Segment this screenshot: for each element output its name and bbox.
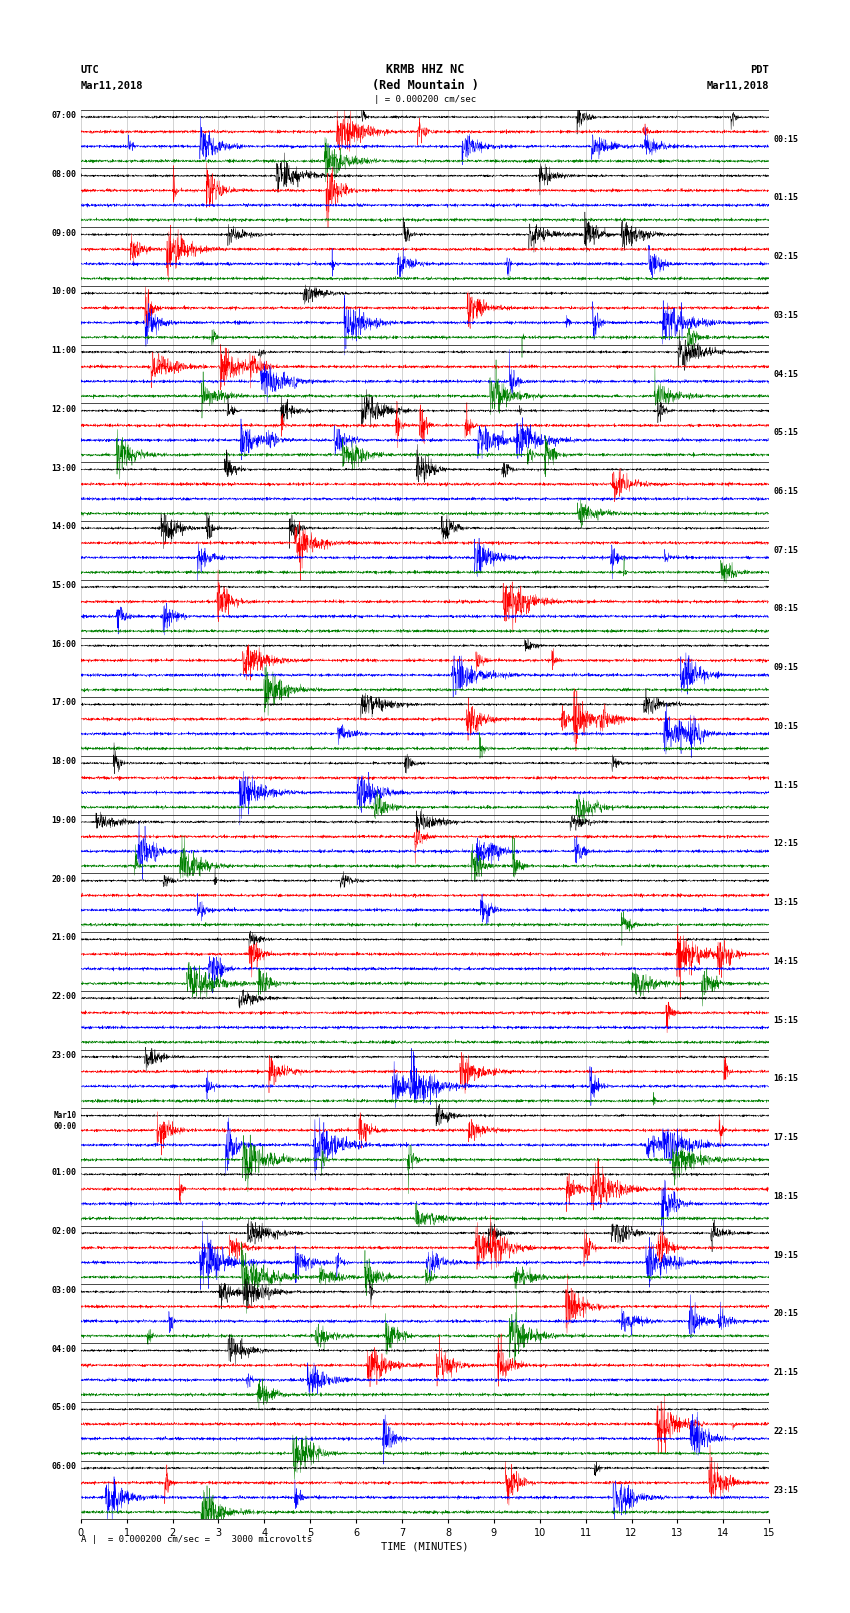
Text: 02:00: 02:00: [52, 1227, 76, 1236]
Text: 08:00: 08:00: [52, 169, 76, 179]
Text: Mar11,2018: Mar11,2018: [81, 81, 144, 90]
X-axis label: TIME (MINUTES): TIME (MINUTES): [382, 1542, 468, 1552]
Text: | = 0.000200 cm/sec: | = 0.000200 cm/sec: [374, 95, 476, 105]
Text: 00:15: 00:15: [774, 134, 798, 144]
Text: 09:15: 09:15: [774, 663, 798, 673]
Text: 23:15: 23:15: [774, 1486, 798, 1495]
Text: 20:00: 20:00: [52, 874, 76, 884]
Text: 21:15: 21:15: [774, 1368, 798, 1378]
Text: UTC: UTC: [81, 65, 99, 74]
Text: 15:15: 15:15: [774, 1016, 798, 1024]
Text: Mar10: Mar10: [54, 1111, 76, 1119]
Text: 04:15: 04:15: [774, 369, 798, 379]
Text: 18:15: 18:15: [774, 1192, 798, 1200]
Text: (Red Mountain ): (Red Mountain ): [371, 79, 479, 92]
Text: 12:00: 12:00: [52, 405, 76, 415]
Text: 05:00: 05:00: [52, 1403, 76, 1413]
Text: 07:15: 07:15: [774, 545, 798, 555]
Text: 06:15: 06:15: [774, 487, 798, 495]
Text: 09:00: 09:00: [52, 229, 76, 237]
Text: 17:00: 17:00: [52, 698, 76, 708]
Text: 13:15: 13:15: [774, 898, 798, 907]
Text: 23:00: 23:00: [52, 1052, 76, 1060]
Text: Mar11,2018: Mar11,2018: [706, 81, 769, 90]
Text: 08:15: 08:15: [774, 605, 798, 613]
Text: 07:00: 07:00: [52, 111, 76, 119]
Text: 16:15: 16:15: [774, 1074, 798, 1084]
Text: 05:15: 05:15: [774, 429, 798, 437]
Text: 13:00: 13:00: [52, 463, 76, 473]
Text: 03:15: 03:15: [774, 311, 798, 319]
Text: 19:00: 19:00: [52, 816, 76, 824]
Text: 18:00: 18:00: [52, 756, 76, 766]
Text: 16:00: 16:00: [52, 640, 76, 648]
Text: 11:00: 11:00: [52, 347, 76, 355]
Text: 02:15: 02:15: [774, 252, 798, 261]
Text: 01:15: 01:15: [774, 194, 798, 202]
Text: 22:15: 22:15: [774, 1428, 798, 1436]
Text: 00:00: 00:00: [54, 1123, 76, 1131]
Text: 14:15: 14:15: [774, 957, 798, 966]
Text: 10:00: 10:00: [52, 287, 76, 297]
Text: 10:15: 10:15: [774, 723, 798, 731]
Text: 20:15: 20:15: [774, 1310, 798, 1318]
Text: PDT: PDT: [751, 65, 769, 74]
Text: 15:00: 15:00: [52, 581, 76, 590]
Text: 21:00: 21:00: [52, 934, 76, 942]
Text: 01:00: 01:00: [52, 1168, 76, 1177]
Text: 11:15: 11:15: [774, 781, 798, 790]
Text: 12:15: 12:15: [774, 839, 798, 848]
Text: A |  = 0.000200 cm/sec =    3000 microvolts: A | = 0.000200 cm/sec = 3000 microvolts: [81, 1534, 312, 1544]
Text: 03:00: 03:00: [52, 1286, 76, 1295]
Text: 14:00: 14:00: [52, 523, 76, 531]
Text: 22:00: 22:00: [52, 992, 76, 1002]
Text: 06:00: 06:00: [52, 1461, 76, 1471]
Text: 19:15: 19:15: [774, 1250, 798, 1260]
Text: 04:00: 04:00: [52, 1345, 76, 1353]
Text: 17:15: 17:15: [774, 1134, 798, 1142]
Text: KRMB HHZ NC: KRMB HHZ NC: [386, 63, 464, 76]
